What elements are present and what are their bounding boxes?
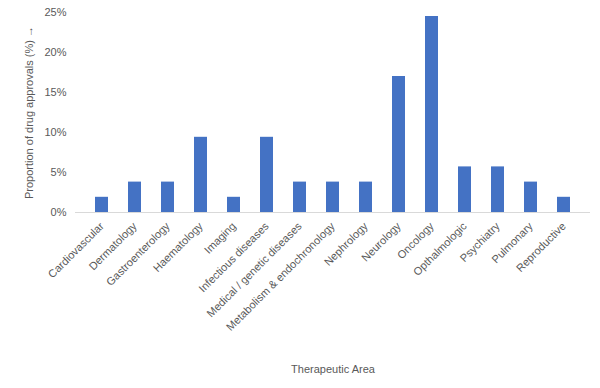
svg-text:0%: 0% (51, 206, 67, 218)
svg-text:Therapeutic Area: Therapeutic Area (291, 363, 376, 375)
svg-text:Gastroenterology: Gastroenterology (103, 219, 172, 288)
svg-text:Metabolism & endochronology: Metabolism & endochronology (224, 219, 337, 332)
svg-text:Medical / genetic diseases: Medical / genetic diseases (204, 219, 304, 320)
svg-text:Infectious diseases: Infectious diseases (196, 219, 271, 295)
svg-text:Proportion of drug approvals (: Proportion of drug approvals (%) → (23, 26, 35, 199)
svg-text:25%: 25% (44, 6, 66, 18)
svg-text:Psychiatry: Psychiatry (457, 219, 502, 265)
svg-text:Nephrology: Nephrology (322, 219, 371, 268)
svg-text:5%: 5% (51, 166, 67, 178)
svg-text:Imaging: Imaging (201, 219, 238, 256)
svg-text:Haematology: Haematology (151, 219, 206, 274)
svg-text:20%: 20% (44, 46, 66, 58)
svg-text:Pulmonary: Pulmonary (489, 219, 535, 266)
svg-text:Reproductive: Reproductive (514, 220, 568, 274)
svg-text:15%: 15% (44, 86, 66, 98)
svg-text:Cardiovascular: Cardiovascular (46, 220, 107, 281)
svg-text:Dermatology: Dermatology (86, 219, 139, 273)
svg-text:Opthalmologic: Opthalmologic (411, 219, 470, 278)
svg-text:10%: 10% (44, 126, 66, 138)
svg-text:Neurology: Neurology (359, 219, 403, 263)
svg-text:Oncology: Oncology (394, 219, 436, 262)
